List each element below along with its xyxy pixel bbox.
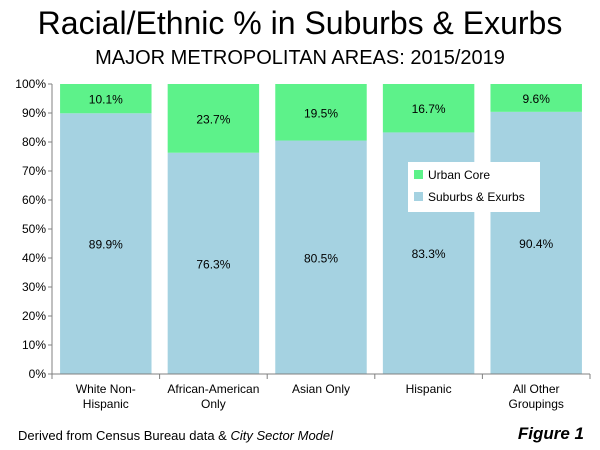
source-model-name: City Sector Model: [230, 428, 334, 443]
legend-swatch: [414, 192, 423, 201]
data-label: 10.1%: [89, 93, 123, 107]
data-label: 89.9%: [89, 238, 123, 252]
bar-segment-urban-core: [167, 84, 260, 153]
y-tick-label: 40%: [22, 251, 46, 265]
x-tick-label-line: Hispanic: [406, 382, 452, 396]
y-tick-label: 20%: [22, 309, 46, 323]
y-tick-label: 50%: [22, 222, 46, 236]
y-tick-label: 90%: [22, 106, 46, 120]
source-note: Derived from Census Bureau data & City S…: [18, 428, 333, 443]
y-tick-label: 30%: [22, 280, 46, 294]
source-text: Derived from Census Bureau data &: [18, 428, 231, 443]
bar-segment-urban-core: [275, 84, 367, 141]
chart-title: Racial/Ethnic % in Suburbs & Exurbs: [37, 5, 563, 41]
legend-swatch: [414, 170, 423, 179]
y-tick-label: 80%: [22, 135, 46, 149]
bar-segment-urban-core: [382, 84, 475, 133]
bar-segment-urban-core: [60, 84, 152, 114]
x-tick-label-line: All Other: [513, 382, 560, 396]
data-label: 83.3%: [412, 247, 446, 261]
legend-box: [408, 162, 540, 212]
y-tick-label: 70%: [22, 164, 46, 178]
x-tick-label: All Other Groupings: [509, 382, 564, 411]
figure-label: Figure 1: [517, 424, 584, 443]
x-tick-label-line: Hispanic: [83, 397, 129, 411]
x-tick-label: Asian Only: [292, 382, 350, 396]
y-tick-label: 100%: [15, 77, 46, 91]
chart-subtitle: MAJOR METROPOLITAN AREAS: 2015/2019: [95, 47, 505, 69]
x-tick-label-line: Asian Only: [292, 382, 350, 396]
bar-segment-suburbs: [167, 152, 260, 374]
bar-segment-suburbs: [275, 140, 367, 374]
data-label: 16.7%: [412, 102, 446, 116]
legend-label: Urban Core: [428, 168, 490, 182]
x-tick-label-line: White Non-: [76, 382, 136, 396]
data-label: 9.6%: [523, 92, 551, 106]
bar-segment-suburbs: [60, 113, 152, 374]
bar-segment-suburbs: [490, 111, 582, 374]
x-tick-label-line: African-American: [167, 382, 259, 396]
data-label: 76.3%: [196, 257, 230, 271]
x-tick-label: White Non-Hispanic: [76, 382, 136, 411]
y-tick-label: 0%: [29, 367, 47, 381]
y-tick-label: 60%: [22, 193, 46, 207]
data-label: 80.5%: [304, 251, 338, 265]
x-tick-label: Hispanic: [406, 382, 452, 396]
legend-label: Suburbs & Exurbs: [428, 190, 525, 204]
x-tick-label-line: Only: [201, 397, 226, 411]
data-label: 90.4%: [519, 237, 553, 251]
x-tick-label-line: Groupings: [509, 397, 564, 411]
data-label: 19.5%: [304, 106, 338, 120]
x-tick-label: African-American Only: [167, 382, 259, 411]
bar-segment-urban-core: [490, 84, 582, 112]
data-label: 23.7%: [196, 112, 230, 126]
y-tick-label: 10%: [22, 338, 46, 352]
